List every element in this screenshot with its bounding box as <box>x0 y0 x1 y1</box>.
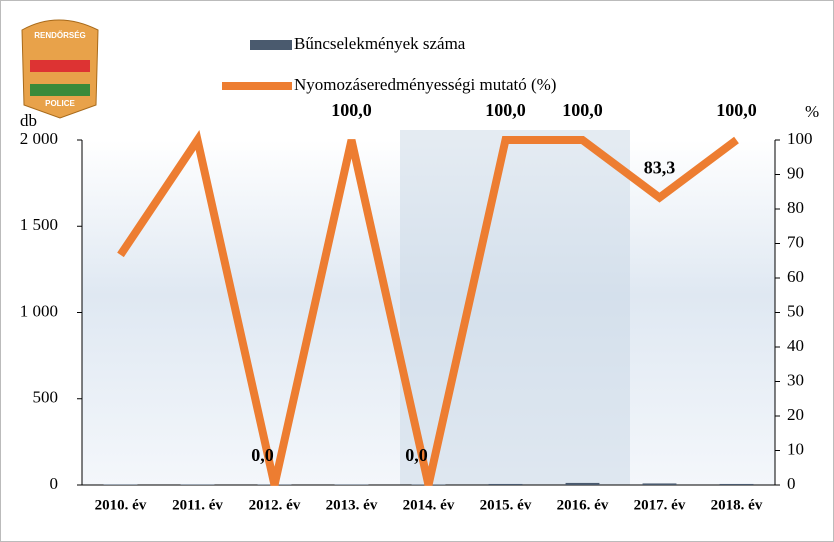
y2-tick-label: 40 <box>787 336 804 355</box>
bar <box>642 483 677 485</box>
legend-label: Nyomozáseredményességi mutató (%) <box>294 75 556 94</box>
y2-axis-label: % <box>805 102 819 121</box>
y-tick-label: 500 <box>33 388 59 407</box>
x-tick-label: 2014. év <box>403 497 455 513</box>
data-label: 83,3 <box>644 158 676 178</box>
y2-tick-label: 0 <box>787 474 796 493</box>
data-label: 100,0 <box>331 100 372 120</box>
y-tick-label: 0 <box>50 474 59 493</box>
y-axis-label: db <box>20 111 37 130</box>
x-tick-label: 2012. év <box>249 497 301 513</box>
y2-tick-label: 10 <box>787 439 804 458</box>
data-label: 100,0 <box>485 100 526 120</box>
stripe <box>30 60 90 72</box>
bar <box>180 484 215 485</box>
bar <box>565 482 600 485</box>
y2-tick-label: 70 <box>787 232 804 251</box>
y-tick-label: 1 500 <box>20 215 58 234</box>
x-tick-label: 2015. év <box>480 497 532 513</box>
y2-tick-label: 100 <box>787 129 813 148</box>
y2-tick-label: 90 <box>787 163 804 182</box>
y2-tick-label: 50 <box>787 301 804 320</box>
x-tick-label: 2011. év <box>172 497 223 513</box>
y2-tick-label: 20 <box>787 405 804 424</box>
x-tick-label: 2016. év <box>557 497 609 513</box>
legend-swatch <box>250 40 292 50</box>
bar <box>334 484 369 485</box>
bar <box>103 484 138 485</box>
y2-tick-label: 80 <box>787 198 804 217</box>
stripe <box>30 84 90 96</box>
building <box>400 130 630 485</box>
y-tick-label: 2 000 <box>20 129 58 148</box>
data-label: 0,0 <box>405 445 428 465</box>
x-tick-label: 2017. év <box>634 497 686 513</box>
bar <box>488 483 523 485</box>
x-tick-label: 2013. év <box>326 497 378 513</box>
logo-text: POLICE <box>45 99 75 108</box>
x-tick-label: 2010. év <box>95 497 147 513</box>
data-label: 100,0 <box>716 100 757 120</box>
legend-label: Bűncselekmények száma <box>294 34 466 53</box>
y-tick-label: 1 000 <box>20 301 58 320</box>
x-tick-label: 2018. év <box>711 497 763 513</box>
y2-tick-label: 30 <box>787 370 804 389</box>
logo: RENDŐRSÉG POLICE <box>21 19 99 119</box>
logo-text: RENDŐRSÉG <box>34 31 86 40</box>
line <box>117 130 739 486</box>
data-label: 100,0 <box>562 100 603 120</box>
data-label: 0,0 <box>251 445 274 465</box>
y2-tick-label: 60 <box>787 267 804 286</box>
bar <box>719 483 754 485</box>
